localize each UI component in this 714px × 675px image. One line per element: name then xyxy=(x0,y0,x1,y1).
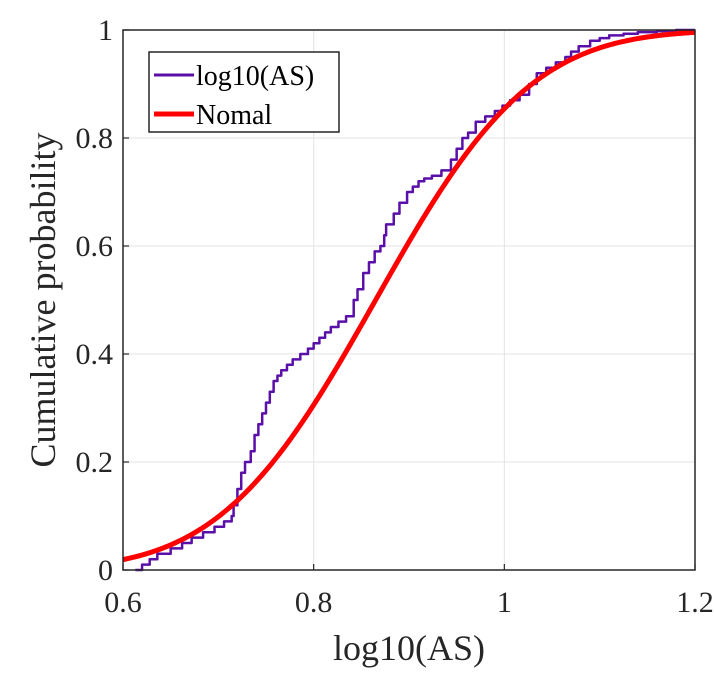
y-tick-label: 0.8 xyxy=(76,122,114,155)
axes-box xyxy=(122,29,696,571)
legend-box xyxy=(148,51,340,133)
x-tick-label: 1 xyxy=(497,586,512,619)
legend: log10(AS) Nomal xyxy=(148,51,340,133)
y-tick-label: 1 xyxy=(98,14,113,47)
legend-label-empirical: log10(AS) xyxy=(196,61,314,92)
y-tick-labels: 0 0.2 0.4 0.6 0.8 1 xyxy=(76,14,114,587)
y-tick-label: 0 xyxy=(98,554,113,587)
plot-area xyxy=(123,28,695,572)
y-tick-label: 0.6 xyxy=(76,230,114,263)
y-tick-label: 0.2 xyxy=(76,446,114,479)
x-tick-label: 0.8 xyxy=(295,586,333,619)
legend-label-normal: Nomal xyxy=(196,100,272,131)
x-axis-label: log10(AS) xyxy=(333,628,485,668)
y-axis-label: Cumulative probability xyxy=(23,133,63,468)
x-tick-labels: 0.6 0.8 1 1.2 xyxy=(104,586,714,619)
series-empirical-line xyxy=(135,28,695,572)
y-tick-label: 0.4 xyxy=(76,338,114,371)
axes xyxy=(122,29,696,571)
x-tick-label: 1.2 xyxy=(676,586,714,619)
x-tick-label: 0.6 xyxy=(104,586,142,619)
series-normal-line xyxy=(123,29,695,563)
